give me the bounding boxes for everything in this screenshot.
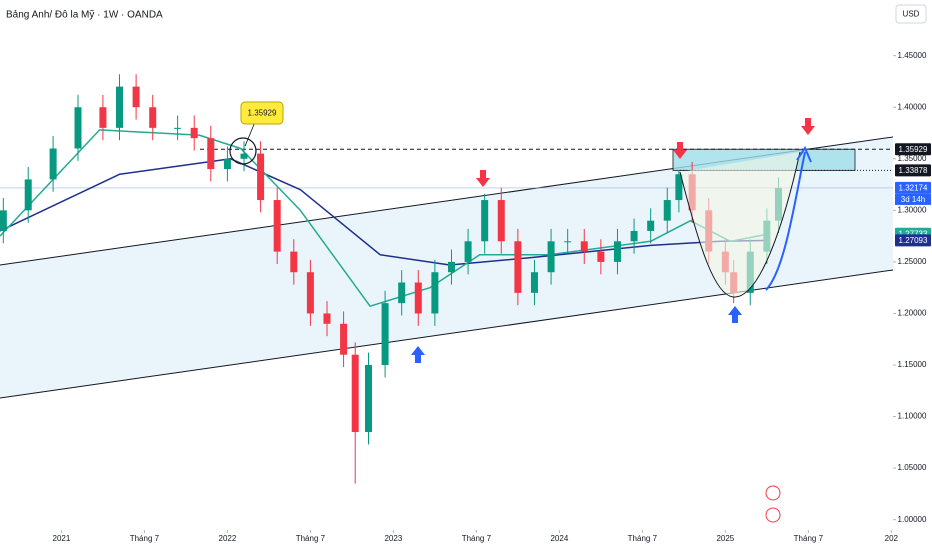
candle-body [290, 251, 298, 273]
countdown-box [895, 193, 931, 205]
candle-body [398, 282, 406, 304]
candle-body [149, 107, 157, 128]
candle-body [174, 127, 182, 129]
candle-body [132, 86, 140, 108]
candle-body [257, 153, 265, 201]
x-tick-label: Tháng 7 [296, 534, 326, 543]
currency-box [895, 4, 927, 24]
candle-body [49, 148, 57, 180]
callout-pointer [244, 121, 256, 147]
time-axis [0, 530, 893, 550]
x-tick-label: 2021 [53, 534, 71, 543]
candle-body [613, 241, 621, 262]
x-tick-label: 2024 [550, 534, 568, 543]
y-tick-label: 1.40000 [898, 102, 927, 111]
up-arrows [411, 306, 742, 363]
candle-body [514, 241, 522, 293]
x-tick-label: Tháng 7 [628, 534, 658, 543]
countdown: 3d 14h [901, 195, 925, 204]
down-arrow [476, 170, 490, 187]
price-label: 1.35929 [899, 145, 928, 154]
candle-body [74, 107, 82, 149]
candle-body [323, 313, 331, 324]
candle-body [414, 282, 422, 314]
y-tick-label: 1.10000 [898, 412, 927, 421]
price-label-box [895, 234, 931, 247]
candle-body [464, 241, 472, 262]
up-arrow [728, 306, 742, 323]
cup-curve [679, 151, 801, 298]
candle-body [207, 138, 215, 170]
candle-body [273, 200, 281, 252]
price-axis [893, 0, 932, 550]
event-icons [765, 485, 781, 523]
candle-body [580, 241, 588, 252]
up-arrow [411, 346, 425, 363]
x-tick-label: 2025 [716, 534, 734, 543]
y-tick-label: 1.20000 [898, 309, 927, 318]
candle-body [530, 272, 538, 293]
candle-body [675, 174, 683, 201]
currency: USD [903, 10, 920, 19]
x-tick-label: 202 [885, 534, 899, 543]
candle-body [99, 107, 107, 128]
candle-body [431, 272, 439, 314]
y-tick-label: 1.15000 [898, 360, 927, 369]
x-tick-label: Tháng 7 [794, 534, 824, 543]
candle-body [340, 323, 348, 355]
candle-body [24, 179, 32, 211]
candle-body [306, 272, 314, 314]
moving-average [0, 158, 771, 266]
candle-body [447, 261, 455, 273]
overlay: 1.35929 [240, 101, 284, 147]
candle-body [381, 303, 389, 366]
candle-body [116, 86, 124, 128]
price-label: 1.27093 [899, 236, 928, 245]
highlight-circle [229, 137, 257, 165]
candle-body [630, 230, 638, 242]
candle-body [597, 251, 605, 262]
down-arrows [476, 118, 815, 187]
candle-body [647, 220, 655, 231]
candle-body [497, 200, 505, 242]
price-label: 1.33878 [899, 166, 928, 175]
moving-average [0, 129, 771, 307]
callout-label: 1.35929 [248, 109, 277, 118]
y-tick-label: 1.30000 [898, 205, 927, 214]
candle-body [0, 210, 7, 231]
down-arrow [673, 142, 687, 159]
candle-body [481, 200, 489, 242]
projection-arrow [765, 151, 806, 291]
price-label: 1.32174 [899, 184, 928, 193]
y-tick-label: 1.35000 [898, 154, 927, 163]
price-label-box [895, 164, 931, 177]
event-icon [765, 485, 781, 501]
price-label-box [895, 181, 931, 194]
arrow-head [796, 145, 812, 163]
x-tick-label: Tháng 7 [130, 534, 160, 543]
y-tick-label: 1.00000 [898, 515, 927, 524]
price-label: 1.27733 [899, 229, 928, 238]
x-tick-label: Tháng 7 [462, 534, 492, 543]
candle-body [364, 365, 372, 433]
y-tick-label: 1.45000 [898, 51, 927, 60]
y-tick-label: 1.05000 [898, 463, 927, 472]
candle-body [240, 153, 248, 159]
price-label-box [895, 143, 931, 156]
candle-body [190, 127, 198, 139]
candle-body [223, 158, 231, 170]
event-icon [765, 507, 781, 523]
callout-box [240, 101, 284, 125]
candle-body [351, 354, 359, 433]
y-tick-label: 1.25000 [898, 257, 927, 266]
x-tick-label: 2022 [219, 534, 237, 543]
down-arrow [801, 118, 815, 135]
candle-body [547, 241, 555, 273]
candle-body [663, 200, 671, 221]
candle-body [564, 241, 572, 243]
x-tick-label: 2023 [384, 534, 402, 543]
chart-title: Bảng Anh/ Đô la Mỹ · 1W · OANDA [6, 10, 163, 21]
